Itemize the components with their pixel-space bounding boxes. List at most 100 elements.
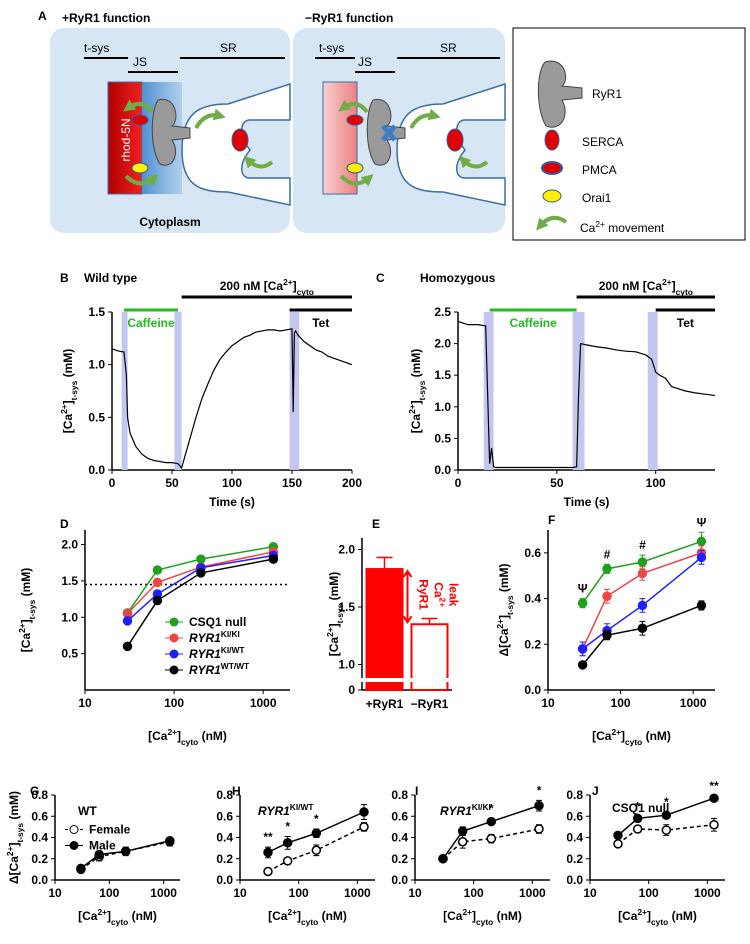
legend-marker [69, 825, 79, 834]
data-point [637, 568, 648, 579]
annotation: * [314, 812, 319, 826]
chart-title: Wild type [84, 271, 138, 285]
legend-marker [169, 633, 179, 643]
text-part: t-sys [69, 380, 79, 400]
y-tick-label: 0.0 [88, 463, 105, 477]
text-part: 2+ [407, 404, 417, 414]
legend-label: RYR1KI/WT [189, 645, 245, 661]
legend-label: Ca2+ movement [580, 219, 665, 235]
text-part: t-sys [15, 823, 25, 843]
y-tick-label: 1.5 [434, 368, 451, 382]
orai1-channel [131, 162, 149, 174]
data-point [94, 849, 104, 860]
data-point [311, 828, 322, 838]
data-point [696, 552, 707, 563]
x-tick-label: 100 [611, 696, 631, 710]
text-part: (mM) [7, 791, 21, 823]
chart-title: RYR1KI/KI [440, 802, 491, 818]
panel-letter: E [372, 517, 380, 531]
fit-line [80, 839, 171, 869]
text-part: (nM) [493, 909, 522, 923]
text-part: 2+ [662, 277, 672, 287]
data-point [122, 641, 133, 652]
text-part: ] [621, 729, 625, 743]
fit-line [267, 826, 365, 873]
data-point [268, 554, 279, 564]
data-point [457, 826, 468, 836]
text-part: cyto [181, 737, 198, 747]
y-tick-label: 1.5 [88, 305, 105, 319]
x-tick-label: 10 [48, 886, 62, 900]
y-tick-label: 2.0 [338, 543, 355, 557]
x-tick-label: +RyR1 [366, 697, 404, 711]
y-tick-label: 0.2 [391, 852, 408, 866]
y-tick-label: 0.6 [524, 546, 541, 560]
text-part: ] [107, 909, 111, 923]
text-part: cyto [651, 917, 668, 927]
text-part: 2+ [438, 598, 448, 608]
text-part: 2+ [325, 627, 335, 637]
text-part: 2+ [637, 907, 647, 917]
data-point [534, 800, 544, 811]
legend-label: SERCA [582, 135, 623, 149]
y-axis-label: [Ca2+]t-sys (mM) [407, 349, 427, 433]
text-part: RYR1 [189, 647, 221, 661]
text-part: ] [177, 729, 181, 743]
data-point [486, 833, 497, 844]
y-tick-label: 0.8 [566, 788, 583, 802]
text-part: [Ca [327, 637, 341, 657]
legend-label: PMCA [582, 163, 617, 177]
annotation: RyR1 [417, 579, 431, 610]
t-sys-label: t-sys [319, 41, 344, 55]
y-tick-label: 2.0 [434, 337, 451, 351]
data-point [709, 820, 719, 830]
x-tick-label: 1000 [694, 886, 721, 900]
data-point [282, 838, 293, 848]
x-tick-label: 0 [109, 476, 116, 490]
data-point [577, 660, 588, 670]
y-tick-label: 0.4 [566, 831, 583, 845]
panel-letter: C [376, 271, 385, 285]
y-tick-label: 1.0 [338, 658, 355, 672]
legend-orai1 [542, 189, 562, 203]
y-tick-label: 0.5 [61, 647, 78, 661]
text-part: movement [605, 221, 665, 235]
text-part: cyto [297, 287, 314, 297]
fit-line [442, 828, 540, 860]
y-tick-label: 1.0 [434, 400, 451, 414]
x-tick-label: 10 [233, 886, 247, 900]
ca-arrow [338, 99, 369, 114]
serca-pump [231, 128, 249, 152]
text-part: ] [7, 843, 21, 847]
data-point [613, 839, 623, 849]
y-tick-label: 0.4 [216, 831, 233, 845]
y-tick-label: 0.6 [391, 809, 408, 823]
text-part: cyto [476, 917, 493, 927]
text-part: 2+ [5, 846, 15, 856]
text-part: RYR1 [258, 804, 290, 818]
fit-line [267, 811, 365, 854]
sr-label: SR [440, 41, 457, 55]
y-tick-label: 0.2 [524, 637, 541, 651]
ryr1-channel [151, 98, 191, 166]
text-part: [Ca [148, 729, 168, 743]
y-axis-label: [Ca2+]t-sys (mM) [17, 568, 37, 652]
text-part: ] [647, 909, 651, 923]
data-point [709, 793, 719, 803]
x-tick-label: 100 [646, 476, 666, 490]
text-part: KI/WT [221, 645, 246, 655]
x-axis-label: [Ca2+]cyto (nM) [78, 907, 157, 927]
text-part: ] [19, 619, 33, 623]
y-tick-label: 1.0 [61, 610, 78, 624]
text-part: (nM) [198, 729, 227, 743]
stimulus-label: Tet [312, 316, 329, 330]
ca-arrow [243, 155, 274, 169]
shaded-region [647, 312, 658, 470]
fit-line [442, 804, 540, 860]
annotation: Ca2+ [432, 582, 448, 607]
annotation: Ψ [578, 582, 588, 596]
data-point [359, 807, 369, 817]
js-label: JS [133, 55, 147, 69]
annotation: leak [447, 583, 461, 607]
data-point [661, 810, 672, 820]
